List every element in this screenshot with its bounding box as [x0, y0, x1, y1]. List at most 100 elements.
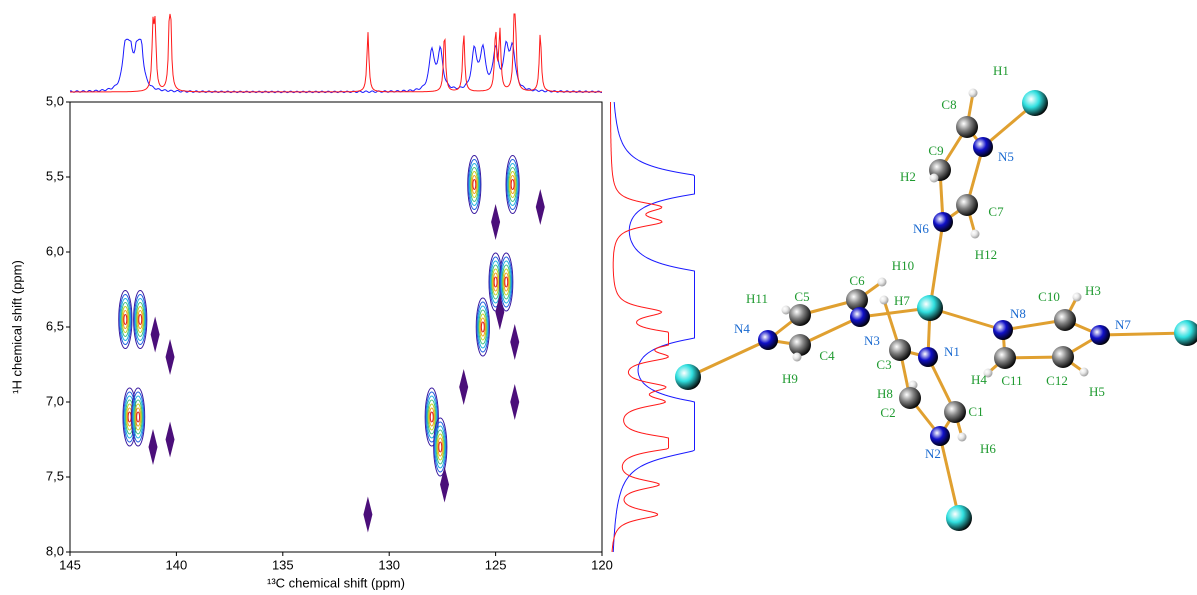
atom: [1052, 346, 1074, 368]
atom-label: H2: [900, 169, 916, 184]
diamond-peak: [459, 369, 469, 405]
diamond-peak: [535, 189, 545, 225]
contour-level: [133, 399, 143, 435]
atom-label: N3: [864, 333, 880, 348]
atom-label: C12: [1046, 373, 1068, 388]
atom: [957, 432, 967, 442]
atom-label: H11: [746, 291, 768, 306]
contour-level: [477, 305, 489, 349]
atom: [1174, 320, 1197, 346]
atom-label: H9: [782, 371, 798, 386]
contour-level: [480, 317, 486, 337]
contour-level: [429, 411, 434, 423]
contour-level: [472, 179, 477, 190]
atom: [1090, 325, 1110, 345]
x-tick-label: 140: [166, 557, 188, 572]
atom: [675, 364, 701, 390]
contour-level: [499, 252, 514, 312]
atom-label: H10: [892, 258, 914, 273]
atom: [983, 368, 993, 378]
top-projection: [70, 13, 602, 93]
diamond-peak: [148, 429, 158, 465]
contour-level: [507, 163, 519, 206]
y-tick-label: 6,5: [46, 318, 64, 333]
atom: [781, 305, 791, 315]
contour-level: [509, 175, 516, 194]
atom-label: H5: [1089, 384, 1105, 399]
y-axis-label: ¹H chemical shift (ppm): [9, 260, 24, 394]
contour-level: [504, 276, 509, 288]
atom: [917, 295, 943, 321]
contour-level: [137, 310, 144, 329]
contour-peak: [133, 290, 148, 349]
contour-level: [503, 272, 510, 292]
molecule: H1 C8 N5 C9 H2 C7 N6 H12 H10 C6 H11 C5 H7 N4 N3 C3 N1 C4 H…: [675, 63, 1197, 531]
atom-label: C4: [819, 348, 835, 363]
contour-peak: [130, 387, 146, 447]
contour-level: [469, 167, 479, 202]
atom: [973, 137, 993, 157]
top-projection: [69, 38, 602, 94]
contour-level: [467, 155, 482, 214]
atom-label: H8: [877, 386, 893, 401]
bond: [938, 435, 961, 519]
atom-label: H6: [980, 441, 996, 456]
atom-label: C5: [794, 289, 809, 304]
contour-level: [435, 429, 445, 465]
contour-peak: [433, 417, 448, 477]
atom: [929, 173, 939, 183]
x-tick-label: 130: [378, 557, 400, 572]
contour-level: [424, 387, 439, 447]
bond: [928, 221, 945, 309]
contour-peak: [118, 290, 133, 349]
contour-level: [122, 310, 129, 329]
atom: [789, 334, 811, 356]
y-tick-label: 7,5: [46, 468, 64, 483]
contour-level: [436, 433, 444, 461]
atom: [970, 229, 980, 239]
contour-level: [132, 395, 144, 439]
atom: [918, 347, 938, 367]
contour-level: [134, 298, 146, 341]
contour-peak: [467, 155, 482, 214]
contour-peak: [499, 252, 514, 312]
atom-label: C1: [968, 404, 983, 419]
contour-level: [506, 159, 519, 210]
contour-level: [427, 399, 437, 435]
diamond-peak: [165, 339, 175, 375]
contour-level: [480, 321, 485, 333]
atom-label: H4: [971, 372, 987, 387]
contour-level: [133, 294, 147, 345]
atom: [850, 307, 870, 327]
contour-level: [433, 417, 448, 477]
diamond-peak: [363, 496, 373, 533]
contour-level: [428, 407, 435, 427]
contour-level: [508, 171, 517, 198]
atom-label: N7: [1115, 317, 1131, 332]
atom-label: C6: [849, 273, 865, 288]
contour-level: [120, 302, 130, 337]
x-axis-label: ¹³C chemical shift (ppm): [267, 575, 405, 590]
atom-label: C8: [941, 97, 956, 112]
diamond-peak: [150, 316, 160, 353]
atom-label: C2: [880, 405, 895, 420]
atom: [758, 330, 778, 350]
atom-label: N8: [1010, 306, 1026, 321]
atom: [956, 116, 978, 138]
atom: [930, 426, 950, 446]
atom: [889, 339, 911, 361]
contour-level: [130, 387, 146, 447]
diamond-peak: [440, 466, 450, 503]
atom: [879, 295, 889, 305]
contour-level: [505, 155, 520, 214]
contour-level: [138, 314, 143, 325]
atom-label: N1: [944, 344, 960, 359]
contour-level: [135, 302, 145, 337]
y-tick-label: 7,0: [46, 393, 64, 408]
atom: [899, 387, 921, 409]
contour-level: [508, 167, 518, 202]
contour-level: [127, 411, 132, 423]
contour-level: [118, 290, 133, 349]
